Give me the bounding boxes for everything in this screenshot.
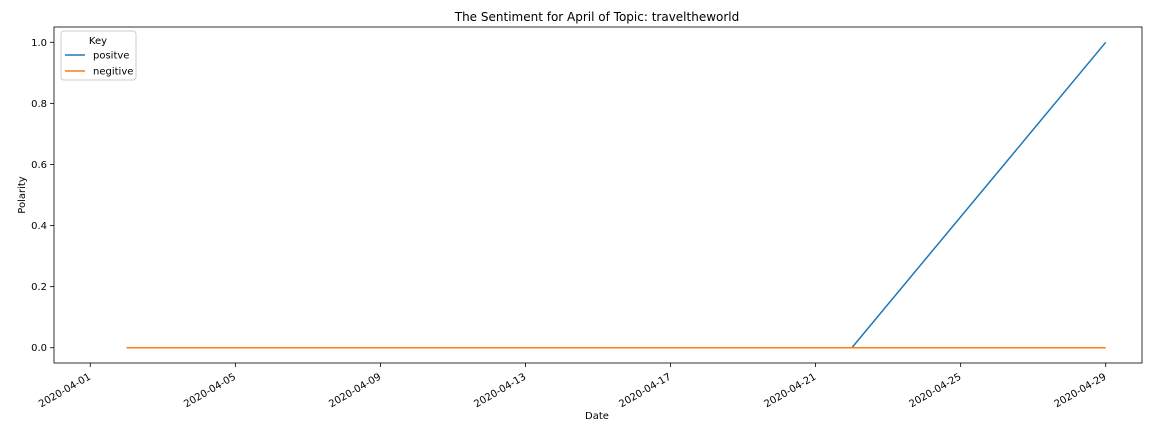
x-tick-label: 2020-04-13 [472,372,528,411]
y-tick-label: 0.8 [31,99,47,110]
x-tick-label: 2020-04-17 [617,372,673,411]
y-tick-label: 0.0 [31,343,47,354]
legend-entries: positve negitive [65,51,133,78]
axes-frame [53,26,1143,364]
x-tick-label: 2020-04-05 [182,372,238,411]
legend: Key positve negitive [60,30,137,81]
legend-title: Key [89,36,107,47]
y-tick-label: 0.4 [31,221,47,232]
y-axis-label: Polarity [17,176,28,214]
y-tick-label: 0.6 [31,160,47,171]
series-line-positve [126,41,1107,349]
legend-label-positve: positve [93,51,129,62]
plot-area [53,26,1143,364]
legend-label-negitive: negitive [93,67,133,78]
x-axis: 2020-04-01 2020-04-05 2020-04-09 2020-04-13… [37,363,1108,410]
x-tick-label: 2020-04-21 [762,372,818,411]
y-tick-label: 0.2 [31,282,47,293]
x-axis-label: Date [585,411,609,422]
x-tick-label: 2020-04-01 [37,372,93,411]
y-tick-label: 1.0 [31,38,47,49]
x-tick-label: 2020-04-25 [908,372,964,411]
chart-title: The Sentiment for April of Topic: travel… [454,10,740,24]
x-tick-label: 2020-04-09 [327,372,383,411]
legend-frame [60,30,137,81]
y-axis: 0.0 0.2 0.4 0.6 0.8 1.0 [31,38,54,354]
x-tick-label: 2020-04-29 [1053,372,1109,411]
